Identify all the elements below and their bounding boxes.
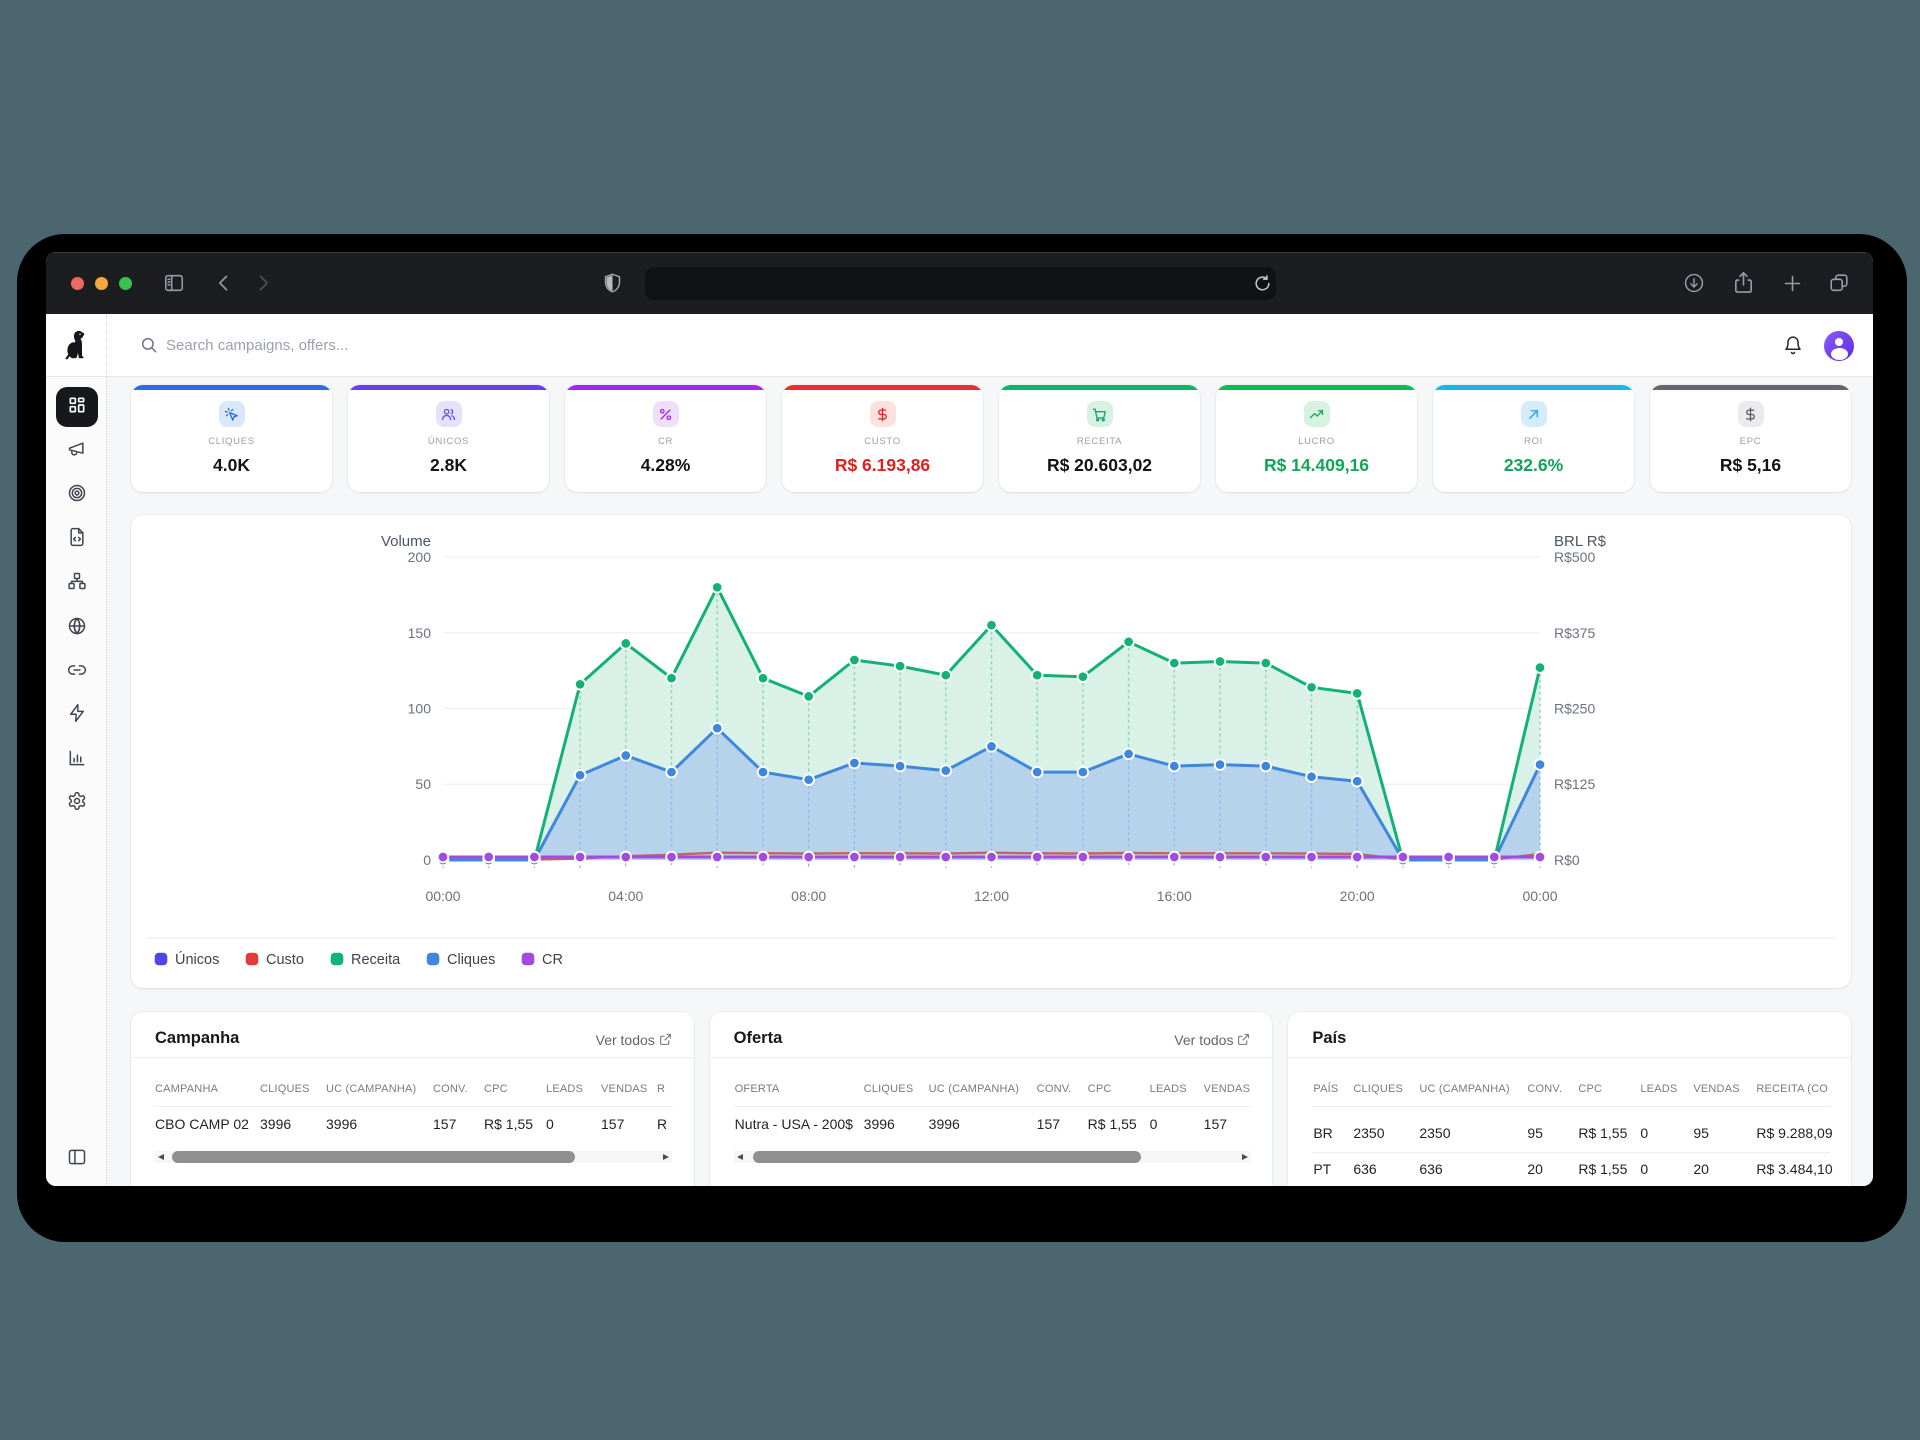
svg-text:08:00: 08:00: [791, 888, 826, 904]
svg-text:100: 100: [408, 701, 432, 717]
svg-text:R$0: R$0: [1554, 852, 1580, 868]
svg-text:Cliques: Cliques: [447, 952, 495, 968]
svg-text:20:00: 20:00: [1340, 888, 1375, 904]
svg-text:R$250: R$250: [1554, 701, 1595, 717]
svg-text:00:00: 00:00: [425, 888, 460, 904]
svg-text:R$500: R$500: [1554, 549, 1595, 565]
svg-text:R$375: R$375: [1554, 625, 1595, 641]
svg-text:50: 50: [415, 776, 431, 792]
svg-text:CR: CR: [542, 952, 563, 968]
svg-text:16:00: 16:00: [1157, 888, 1192, 904]
svg-text:0: 0: [423, 852, 431, 868]
svg-text:Únicos: Únicos: [175, 951, 219, 968]
svg-text:12:00: 12:00: [974, 888, 1009, 904]
svg-text:BRL R$: BRL R$: [1554, 533, 1607, 550]
svg-text:200: 200: [408, 549, 432, 565]
svg-text:Custo: Custo: [266, 952, 304, 968]
svg-text:04:00: 04:00: [608, 888, 643, 904]
svg-text:Receita: Receita: [351, 952, 401, 968]
svg-text:R$125: R$125: [1554, 776, 1595, 792]
svg-text:00:00: 00:00: [1522, 888, 1557, 904]
svg-text:150: 150: [408, 625, 432, 641]
svg-text:Volume: Volume: [381, 533, 431, 550]
